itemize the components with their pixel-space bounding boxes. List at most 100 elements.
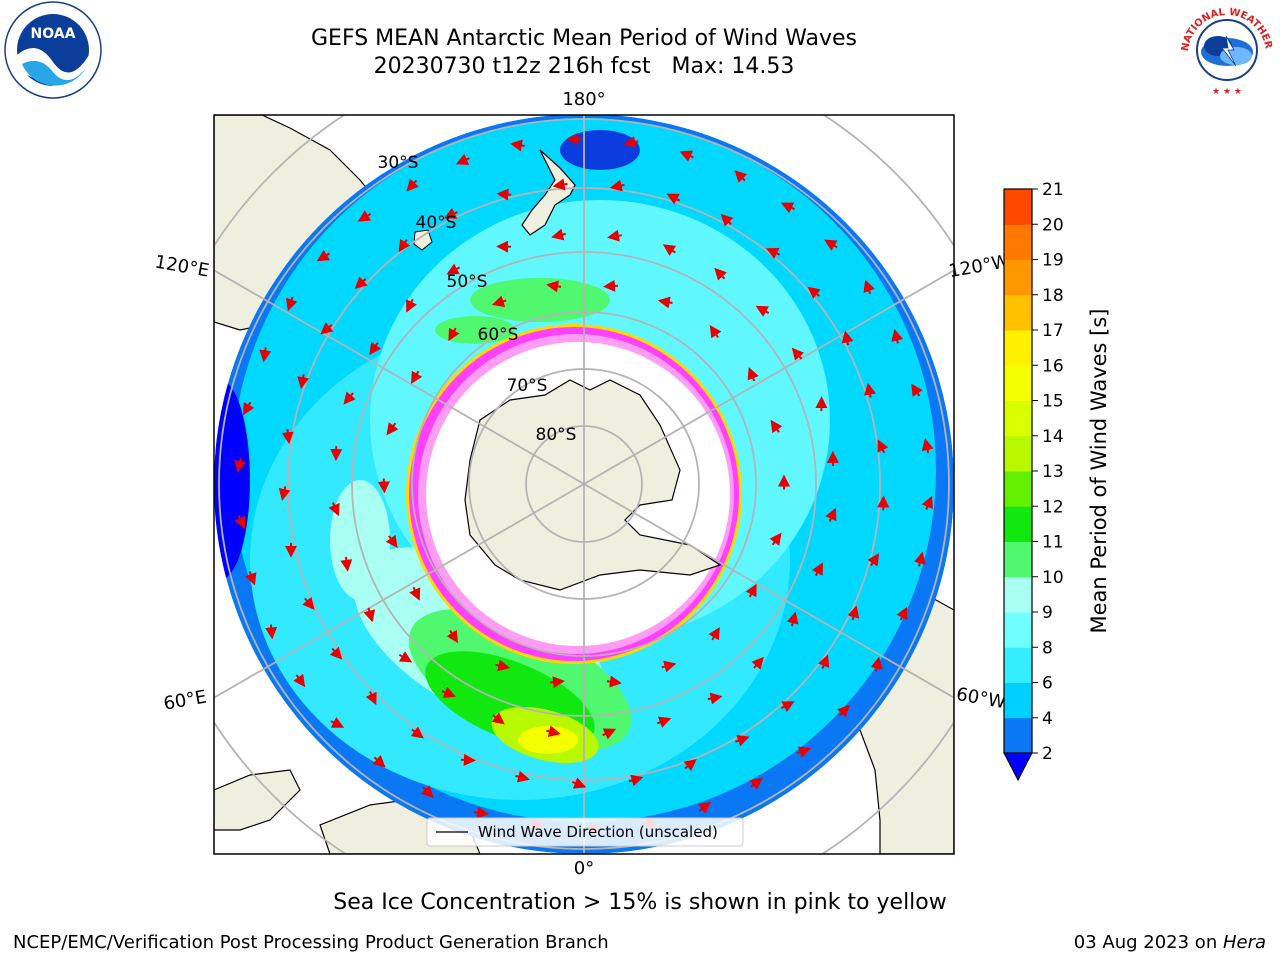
footer-organization: NCEP/EMC/Verification Post Processing Pr… [13, 932, 609, 953]
noaa-logo-text: NOAA [31, 26, 76, 42]
wind-wave-arrow [896, 606, 908, 621]
colorbar-segment [1004, 330, 1032, 366]
wind-wave-arrow [385, 534, 398, 549]
wind-wave-arrow [330, 717, 345, 728]
colorbar-tick-label: 16 [1042, 356, 1064, 376]
wind-wave-arrow [863, 279, 875, 295]
wind-wave-arrow [515, 770, 530, 783]
colorbar-tick-label: 9 [1042, 603, 1053, 623]
wind-wave-arrow [870, 656, 883, 672]
nws-logo: NATIONAL WEATHER SERVICE ★ ★ ★ [1176, 0, 1275, 98]
wind-wave-arrow [365, 691, 377, 706]
wind-wave-arrow [780, 202, 795, 214]
colorbar-segment [1004, 647, 1032, 683]
wind-wave-arrow [735, 735, 750, 747]
colorbar-segment [1004, 541, 1032, 578]
colorbar-tick-label: 13 [1042, 462, 1064, 482]
wind-wave-arrow [607, 229, 622, 242]
wind-wave-arrow [363, 607, 376, 623]
colorbar-tick-label: 18 [1042, 286, 1064, 306]
wind-wave-arrow [278, 486, 291, 501]
wind-wave-arrow [420, 785, 434, 798]
wind-wave-arrow [606, 675, 622, 688]
wind-wave-arrow [837, 704, 850, 718]
colorbar-tick-label: 11 [1042, 533, 1064, 553]
new-zealand [521, 149, 576, 236]
colorbar-underflow [1003, 752, 1033, 782]
wind-wave-arrow [913, 551, 926, 567]
colorbar-segment [1004, 294, 1032, 331]
wind-wave-arrow [509, 139, 525, 152]
colorbar-tick-label: 8 [1042, 638, 1053, 658]
wind-wave-arrow [410, 370, 423, 385]
wind-wave-arrow [720, 213, 734, 227]
wind-wave-arrow [780, 701, 795, 713]
wind-wave-arrow [864, 382, 876, 398]
footer-machine: Hera [1222, 932, 1266, 953]
colorbar-segment [1004, 576, 1032, 613]
wind-wave-arrow [410, 726, 424, 739]
wind-wave-arrow [372, 754, 386, 768]
wind-wave-arrow [340, 556, 353, 572]
wind-wave-arrow [446, 629, 459, 644]
colorbar: 2 4 6 8 9 10 11 12 13 14 15 16 17 18 19 20 21 Mean Perio… [1003, 180, 1111, 782]
wind-wave-arrow [825, 507, 837, 522]
colorbar-segment [1004, 224, 1032, 260]
wind-wave-arrow [786, 611, 799, 627]
wind-wave-arrow [749, 777, 763, 790]
wind-wave-arrow [566, 132, 582, 145]
wind-wave-arrow [698, 801, 712, 814]
wind-wave-arrow [656, 716, 672, 728]
map-title: GEFS MEAN Antarctic Mean Period of Wind … [311, 26, 857, 51]
wind-wave-arrow [921, 438, 934, 454]
wind-wave-arrow [243, 401, 255, 416]
colorbar-segment [1004, 682, 1032, 719]
colorbar-tick-label: 6 [1042, 674, 1053, 694]
colorbar-segment [1004, 259, 1032, 296]
colorbar-tick-label: 19 [1042, 251, 1064, 271]
wind-wave-arrow [281, 429, 294, 445]
wind-wave-arrow [807, 286, 821, 299]
wind-wave-arrow [259, 347, 272, 363]
wind-wave-arrow [285, 296, 298, 312]
wind-wave-arrow [602, 728, 617, 740]
wind-wave-arrow [796, 746, 812, 758]
wind-wave-arrow [546, 725, 561, 738]
wind-wave-arrow [328, 502, 340, 517]
wind-wave-arrow [446, 263, 461, 275]
lat-label-70s: 70°S [507, 376, 548, 396]
polar-map: 180° 120°E 120°W 60°E 60°W 0° 30°S 40°S … [153, 89, 1011, 879]
wind-wave-arrow [406, 178, 419, 192]
wind-wave-arrow [603, 279, 619, 292]
colorbar-segment [1004, 506, 1032, 542]
wind-wave-arrow [265, 624, 278, 640]
wind-wave-arrow [234, 457, 247, 473]
footer-date-text: 03 Aug 2023 on [1073, 932, 1223, 953]
wind-wave-arrow [302, 596, 315, 610]
wind-wave-arrow [316, 249, 331, 262]
colorbar-tick-label: 17 [1042, 321, 1064, 341]
wind-wave-arrow [683, 759, 697, 772]
svg-text:★ ★ ★: ★ ★ ★ [1212, 87, 1242, 97]
colorbar-segment [1004, 612, 1032, 648]
wind-wave-arrow [770, 419, 783, 434]
lat-label-60s: 60°S [478, 325, 519, 345]
wind-wave-arrow [877, 439, 889, 454]
wind-wave-arrow [811, 562, 824, 577]
colorbar-tick-label: 21 [1042, 180, 1064, 200]
colorbar-tick-label: 20 [1042, 215, 1064, 235]
map-legend: Wind Wave Direction (unscaled) [426, 817, 744, 847]
wind-wave-arrow [386, 422, 399, 436]
wind-wave-arrow [662, 244, 677, 256]
wind-wave-arrow [377, 478, 390, 494]
wind-wave-arrow [818, 654, 830, 669]
wind-wave-arrow [666, 193, 681, 205]
colorbar-tick-label: 12 [1042, 497, 1064, 517]
noaa-logo: NOAA [4, 1, 102, 99]
wind-wave-arrow [709, 324, 722, 339]
wind-wave-arrow [734, 170, 748, 183]
wind-wave-arrow [409, 586, 421, 601]
wind-wave-arrow [755, 305, 770, 317]
wind-wave-arrow [708, 626, 720, 641]
colorbar-segment [1004, 365, 1032, 401]
